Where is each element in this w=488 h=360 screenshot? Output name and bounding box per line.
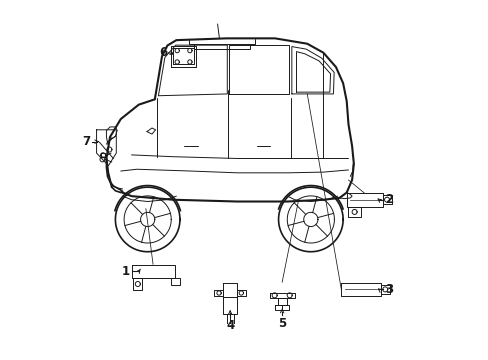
- Text: 5: 5: [278, 318, 285, 330]
- Text: 2: 2: [384, 193, 392, 206]
- Text: 6: 6: [159, 46, 167, 59]
- Text: 3: 3: [384, 283, 392, 296]
- Text: 7: 7: [82, 135, 90, 148]
- Text: 4: 4: [225, 319, 234, 332]
- Text: 1: 1: [122, 265, 130, 278]
